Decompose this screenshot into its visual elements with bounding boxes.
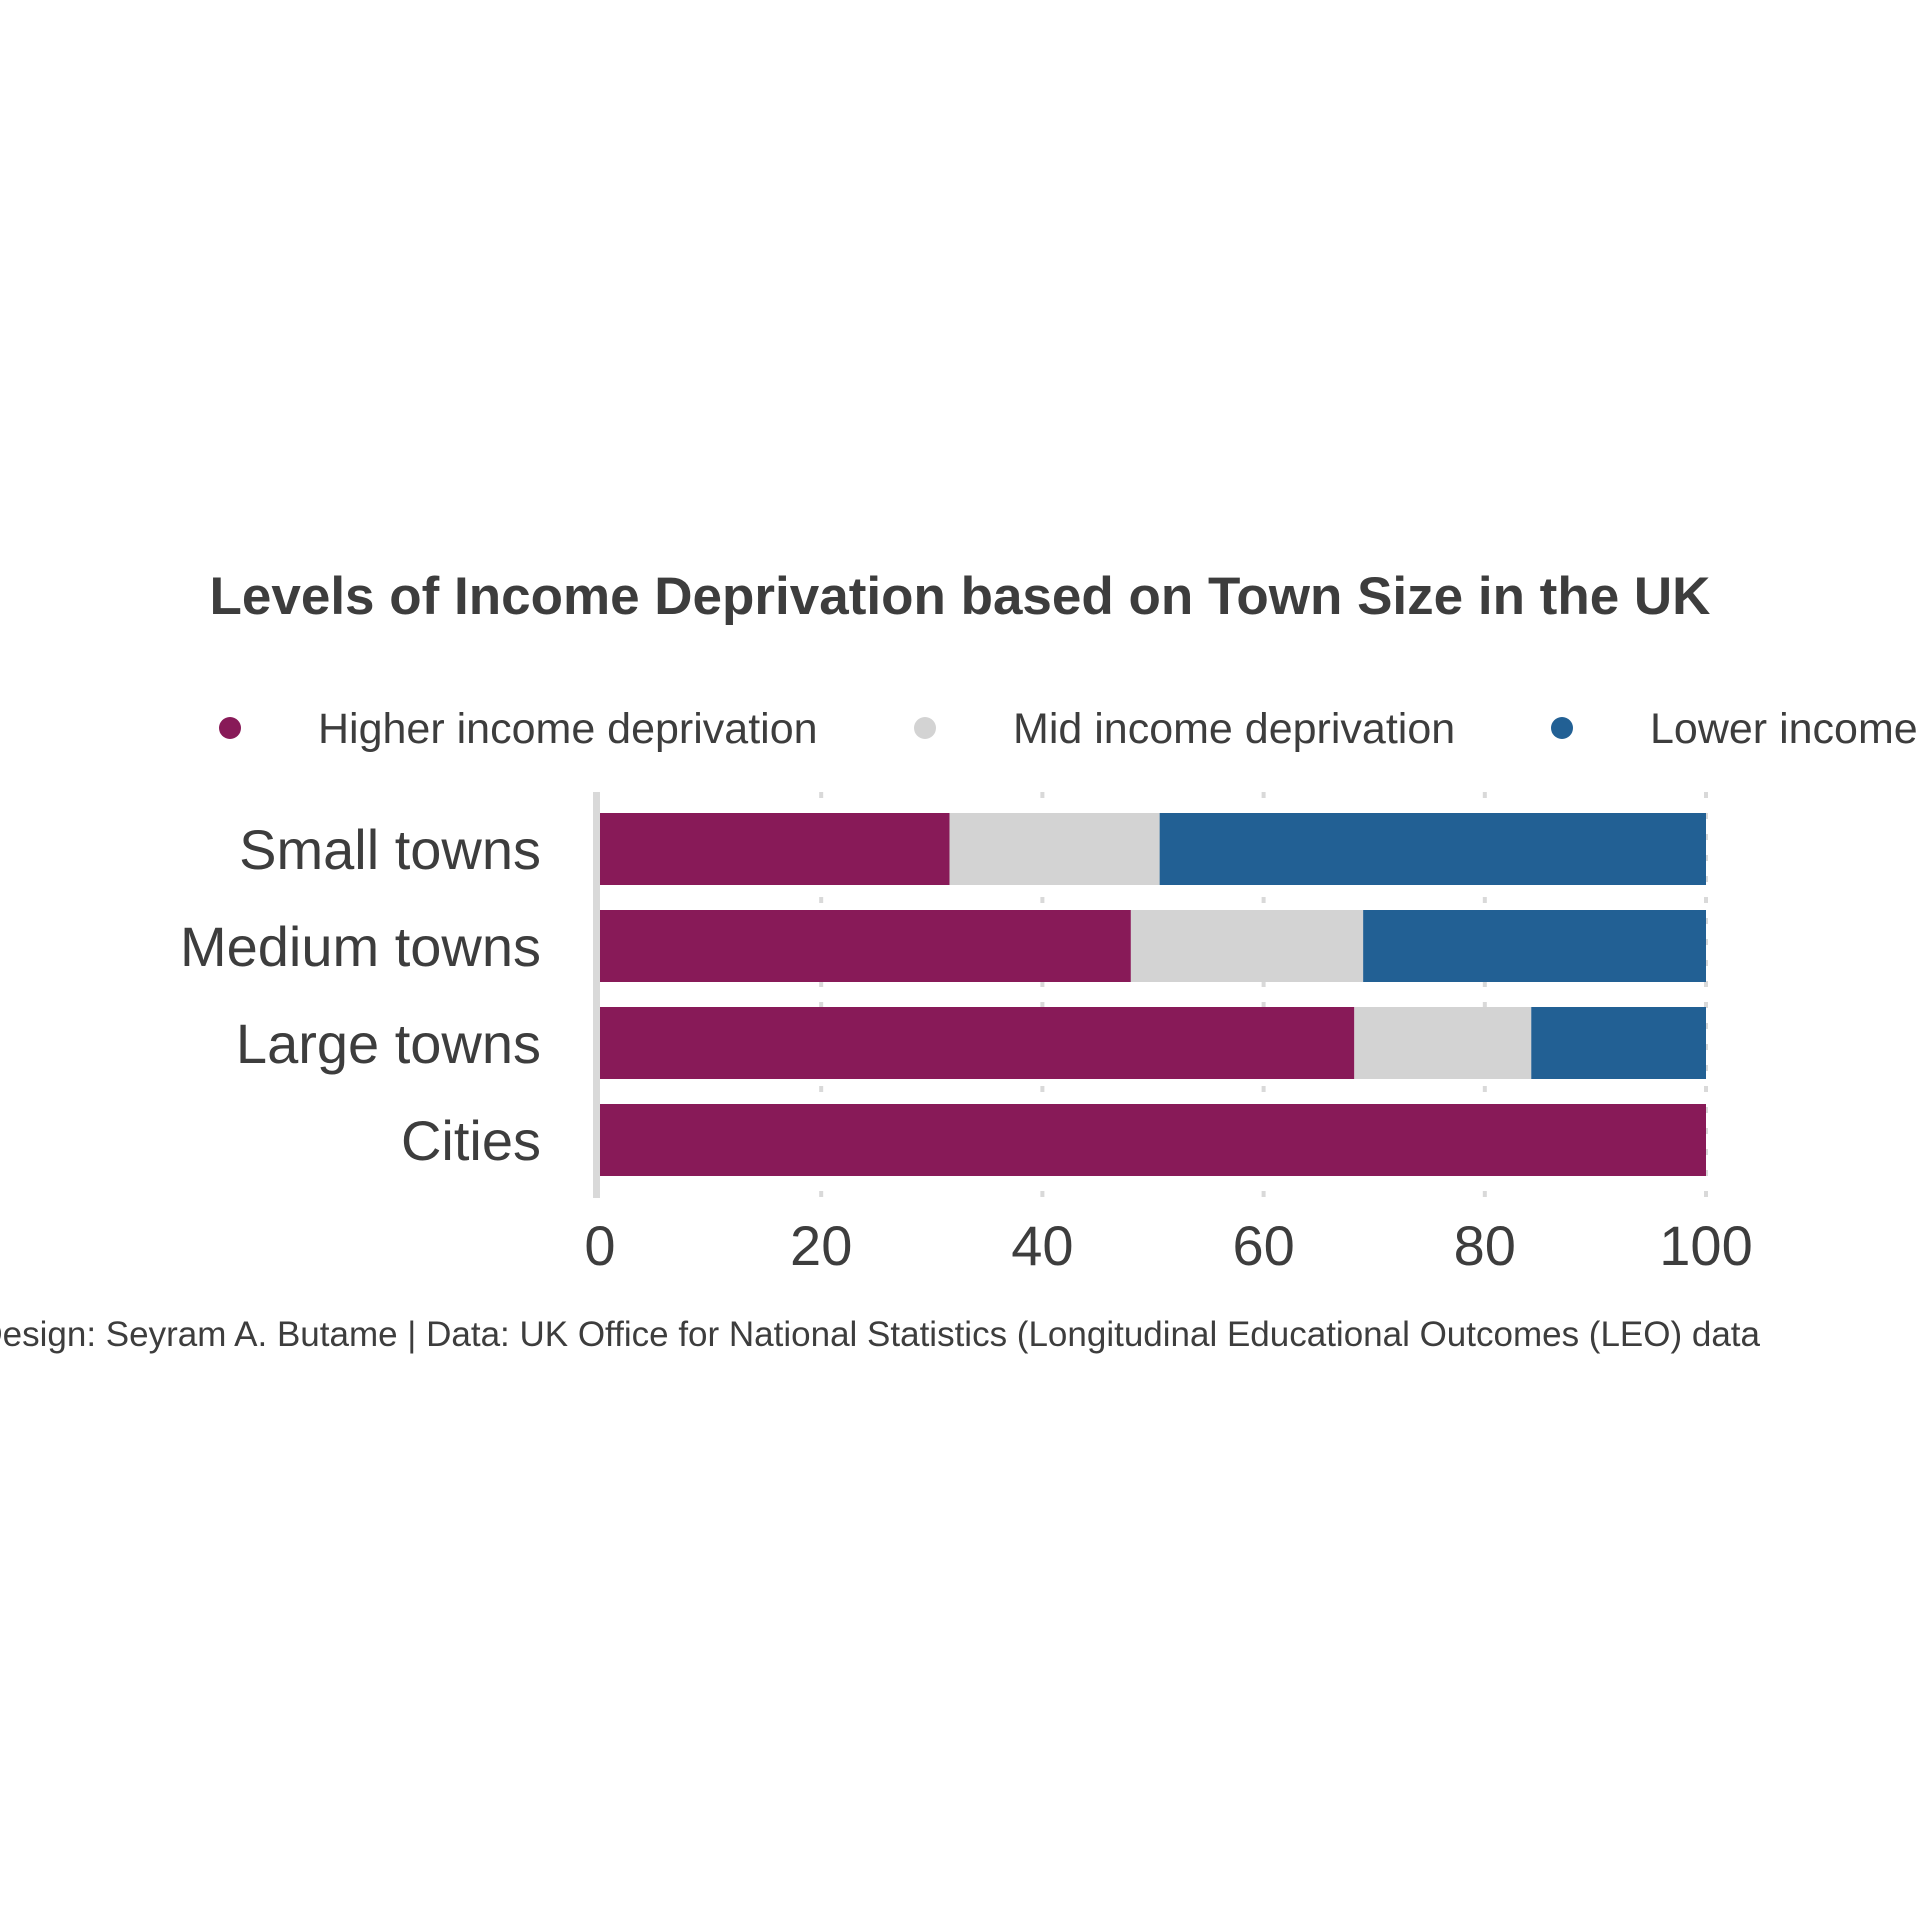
- category-label: Small towns: [239, 818, 541, 881]
- x-tick-label: 60: [1232, 1214, 1294, 1277]
- bar-segment: [1363, 910, 1706, 982]
- y-axis-line: [593, 792, 600, 1198]
- bar-segment: [1130, 910, 1364, 982]
- bar-segment: [600, 910, 1131, 982]
- legend-item: Lower income deprivation: [1551, 705, 1920, 753]
- chart-title: Levels of Income Deprivation based on To…: [210, 567, 1711, 626]
- x-tick-label: 20: [790, 1214, 852, 1277]
- bar-segment: [949, 813, 1160, 885]
- legend-marker: [1551, 717, 1573, 739]
- category-label: Large towns: [236, 1012, 541, 1075]
- x-tick-label: 40: [1011, 1214, 1073, 1277]
- bars: [600, 813, 1706, 1176]
- x-tick-label: 0: [584, 1214, 615, 1277]
- x-axis-tick-labels: 0 20 40 60 80 100: [584, 1214, 1752, 1277]
- category-label: Medium towns: [180, 915, 541, 978]
- x-tick-label: 100: [1659, 1214, 1752, 1277]
- legend-item: Mid income deprivation: [914, 705, 1455, 753]
- bar-segment: [600, 1104, 1706, 1176]
- legend-item: Higher income deprivation: [219, 705, 818, 753]
- legend-label: Mid income deprivation: [1013, 705, 1455, 753]
- bar-segment: [1159, 813, 1706, 885]
- bar-segment: [1354, 1007, 1532, 1079]
- bar-segment: [600, 1007, 1355, 1079]
- legend-marker: [219, 717, 241, 739]
- legend: Higher income deprivation Mid income depr…: [219, 705, 1920, 753]
- legend-label: Higher income deprivation: [318, 705, 818, 753]
- category-label: Cities: [401, 1109, 541, 1172]
- legend-marker: [914, 717, 936, 739]
- chart-caption: Design: Seyram A. Butame | Data: UK Offi…: [0, 1315, 1761, 1354]
- bar-segment: [1531, 1007, 1706, 1079]
- bar-segment: [600, 813, 950, 885]
- category-labels: Small towns Medium towns Large towns Cities: [180, 818, 541, 1172]
- x-tick-label: 80: [1454, 1214, 1516, 1277]
- legend-label: Lower income deprivation: [1650, 705, 1920, 753]
